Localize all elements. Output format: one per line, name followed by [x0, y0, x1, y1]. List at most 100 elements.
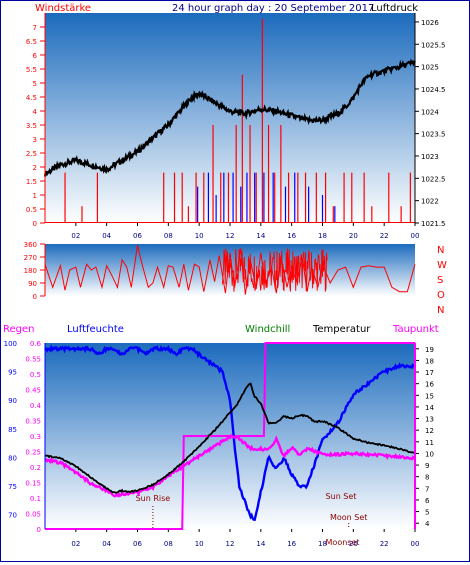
- direction-tick-label: 90: [28, 280, 37, 288]
- legend-regen: Regen: [3, 324, 35, 335]
- panel3-legend: Regen Luftfeuchte Windchill Temperatur T…: [3, 324, 439, 335]
- sunset-label: Sun Set: [326, 492, 357, 501]
- x-tick-label: 02: [71, 232, 80, 240]
- temp-tick-label: 4: [425, 520, 430, 528]
- pressure-tick-label: 1025: [421, 64, 439, 72]
- pressure-label: Luftdruck: [371, 3, 418, 14]
- x-tick-label: 12: [226, 232, 235, 240]
- dewpoint-line: [44, 433, 416, 498]
- temperature-line: [44, 382, 416, 494]
- wind-tick-label: 6: [33, 52, 38, 60]
- temp-tick-label: 8: [425, 474, 429, 482]
- x-tick-label: 06: [133, 232, 142, 240]
- temp-tick-label: 5: [425, 509, 429, 517]
- x-tick-label: 22: [380, 540, 389, 548]
- wind-tick-label: 4: [33, 108, 38, 116]
- x-tick-label: 02: [71, 540, 80, 548]
- direction-letters: N W S O N: [437, 245, 447, 316]
- x-tick-label: 04: [102, 540, 111, 548]
- humidity-tick-label: 75: [8, 483, 17, 491]
- pressure-tick-label: 1024: [421, 108, 439, 116]
- humidity-tick-label: 80: [8, 454, 17, 462]
- legend-windchill: Windchill: [245, 324, 290, 335]
- direction-n2: N: [437, 305, 444, 316]
- rain-tick-label: 0.2: [30, 464, 41, 472]
- x-tick-label: 10: [195, 232, 204, 240]
- pressure-tick-label: 1021.5: [421, 220, 446, 228]
- temp-tick-label: 13: [425, 416, 434, 424]
- direction-s: S: [437, 275, 443, 286]
- humidity-tick-label: 70: [8, 512, 17, 520]
- moonset-label: Moon Set: [330, 513, 367, 522]
- x-tick-label: 12: [226, 540, 235, 548]
- humidity-tick-label: 85: [8, 426, 17, 434]
- x-tick-label: 00: [411, 232, 420, 240]
- x-tick-label: 16: [287, 232, 296, 240]
- panel1-plot-area: [45, 13, 415, 223]
- rain-tick-label: 0.3: [30, 433, 41, 441]
- temp-tick-label: 6: [425, 497, 430, 505]
- rain-tick-label: 0.35: [25, 418, 41, 426]
- humidity-line: [44, 344, 416, 521]
- humidity-tick-label: 100: [4, 340, 17, 348]
- wind-tick-label: 0.5: [26, 206, 37, 214]
- temp-tick-label: 11: [425, 439, 434, 447]
- pressure-tick-label: 1022.5: [421, 175, 446, 183]
- chart-title: 24 hour graph day : 20 September 2017: [172, 3, 374, 14]
- pressure-tick-label: 1026: [421, 19, 439, 27]
- legend-temperatur: Temperatur: [312, 324, 371, 335]
- wind-strength-label: Windstärke: [35, 3, 91, 14]
- wind-tick-label: 5.5: [26, 66, 37, 74]
- wind-tick-label: 3: [33, 136, 37, 144]
- direction-w: W: [437, 260, 447, 271]
- rain-tick-label: 0.05: [25, 511, 41, 519]
- temp-tick-label: 16: [425, 381, 434, 389]
- direction-tick-label: 180: [24, 267, 37, 275]
- pressure-line: [43, 58, 416, 177]
- wind-tick-label: 4.5: [26, 94, 37, 102]
- x-tick-label: 08: [164, 232, 173, 240]
- wind-tick-label: 2: [33, 164, 37, 172]
- rain-tick-label: 0.15: [25, 480, 41, 488]
- wind-direction-dense: [221, 248, 328, 292]
- legend-luftfeuchte: Luftfeuchte: [67, 324, 124, 335]
- temp-tick-label: 15: [425, 392, 434, 400]
- pressure-tick-label: 1024.5: [421, 86, 446, 94]
- wind-direction-line: [44, 245, 416, 295]
- wind-tick-label: 6.5: [26, 38, 37, 46]
- x-tick-label: 10: [195, 540, 204, 548]
- temp-tick-label: 19: [425, 346, 434, 354]
- rain-tick-label: 0.25: [25, 449, 41, 457]
- wind-tick-label: 1: [33, 192, 37, 200]
- wind-tick-label: 1.5: [26, 178, 37, 186]
- pressure-tick-label: 1023.5: [421, 131, 446, 139]
- rain-tick-label: 0.5: [30, 371, 41, 379]
- direction-o: O: [437, 290, 445, 301]
- rain-tick-label: 0.4: [30, 402, 42, 410]
- rain-tick-label: 0: [37, 526, 41, 534]
- chart-marks: 00.511.522.533.544.555.566.571021.510221…: [4, 13, 446, 548]
- pressure-tick-label: 1022: [421, 198, 439, 206]
- wind-tick-label: 3.5: [26, 122, 37, 130]
- direction-tick-label: 360: [24, 241, 37, 249]
- direction-tick-label: 0: [33, 293, 37, 301]
- x-tick-label: 14: [256, 540, 265, 548]
- x-tick-label: 22: [380, 232, 389, 240]
- wind-tick-label: 2.5: [26, 150, 37, 158]
- rain-tick-label: 0.6: [30, 340, 42, 348]
- x-tick-label: 04: [102, 232, 111, 240]
- moonrise-label: Moonset: [326, 538, 360, 547]
- legend-taupunkt: Taupunkt: [392, 324, 439, 335]
- rain-tick-label: 0.45: [25, 387, 41, 395]
- humidity-tick-label: 95: [8, 369, 17, 377]
- sunrise-label: Sun Rise: [136, 494, 171, 503]
- x-tick-label: 18: [318, 540, 327, 548]
- x-tick-label: 06: [133, 540, 142, 548]
- x-tick-label: 00: [411, 540, 420, 548]
- x-tick-label: 14: [256, 232, 265, 240]
- temp-tick-label: 9: [425, 462, 429, 470]
- x-tick-label: 20: [349, 540, 358, 548]
- pressure-tick-label: 1025.5: [421, 41, 446, 49]
